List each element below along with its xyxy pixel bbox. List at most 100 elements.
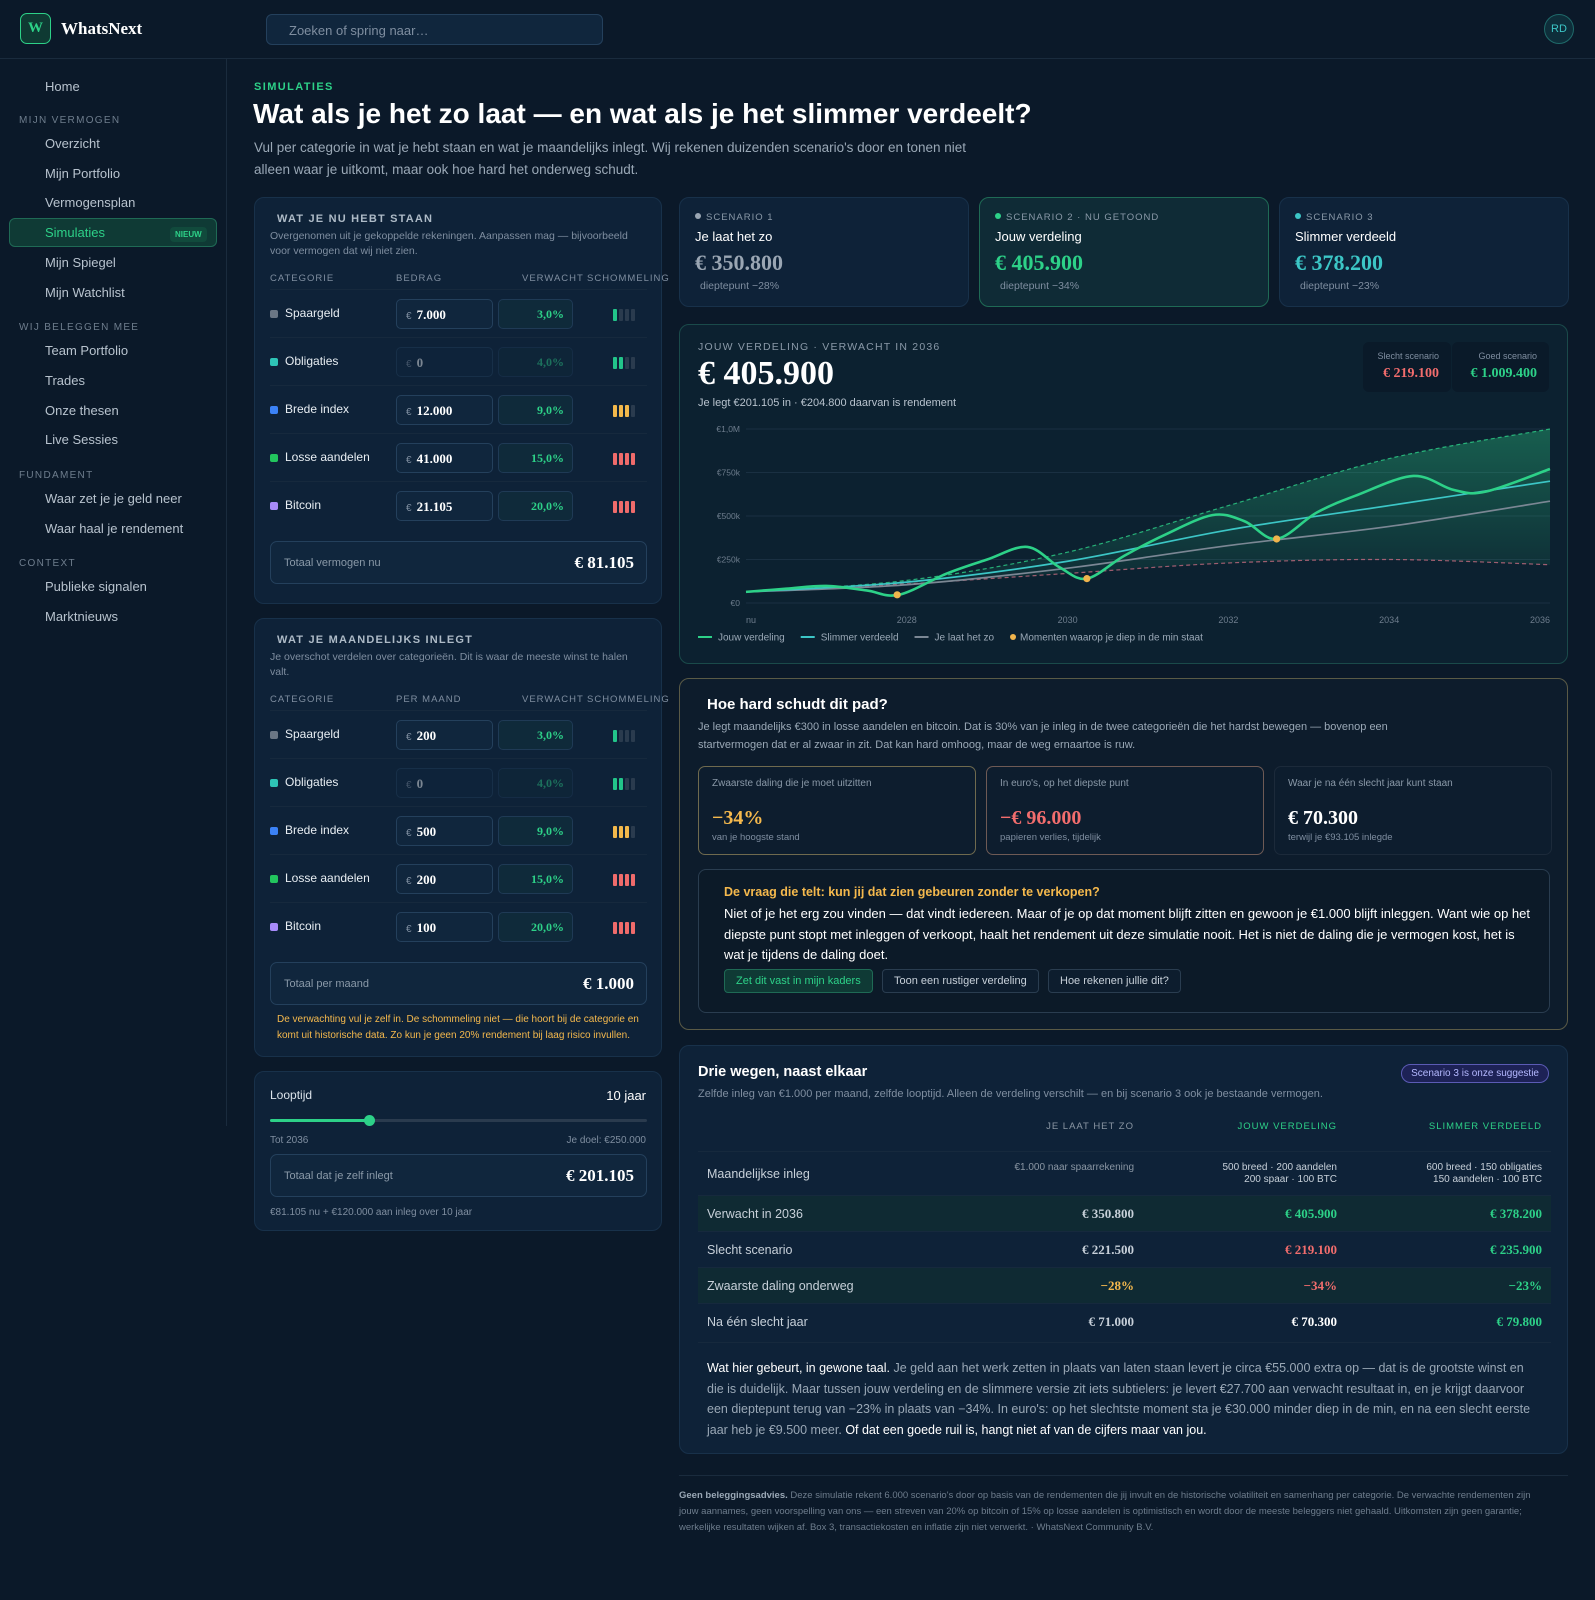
scenario-card[interactable]: SCENARIO 1 Je laat het zo € 350.800 dieptep… bbox=[679, 197, 969, 307]
nav-item[interactable]: Publieke signalen bbox=[45, 579, 147, 595]
nav-item[interactable]: Simulaties bbox=[45, 225, 105, 241]
sidebar: Home MIJN VERMOGEN Overzicht Mijn Portfolio… bbox=[0, 59, 227, 1126]
scenario-label: SCENARIO 3 bbox=[1295, 212, 1374, 223]
expected-input[interactable]: 4,0% bbox=[498, 347, 573, 377]
total-value: € 201.105 bbox=[566, 1166, 634, 1185]
y-tick-label: €0 bbox=[731, 598, 741, 608]
category-row: Brede index €500 9,0% bbox=[270, 806, 647, 854]
amount-input[interactable]: €200 bbox=[396, 864, 493, 894]
nav-item[interactable]: Waar haal je rendement bbox=[45, 520, 184, 536]
risk-bar bbox=[619, 405, 623, 417]
expected-input[interactable]: 9,0% bbox=[498, 816, 573, 846]
expected-input[interactable]: 15,0% bbox=[498, 443, 573, 473]
currency: € bbox=[406, 876, 412, 887]
nav-item[interactable]: Team Portfolio bbox=[45, 343, 129, 359]
slider-thumb[interactable] bbox=[364, 1115, 375, 1126]
action-button[interactable]: Zet dit vast in mijn kaders bbox=[724, 969, 873, 993]
risk-bar bbox=[625, 501, 629, 513]
brand[interactable]: WhatsNext bbox=[61, 19, 143, 38]
search-box[interactable]: Zoeken of spring naar… bbox=[266, 14, 603, 45]
risk-bar bbox=[631, 778, 635, 790]
avatar[interactable]: RD bbox=[1544, 14, 1574, 44]
risk-bar bbox=[619, 778, 623, 790]
amount-input[interactable]: €12.000 bbox=[396, 395, 493, 425]
explanation-body: Je geld aan het werk zetten in plaats va… bbox=[707, 1361, 1531, 1437]
nav-item[interactable]: Mijn Watchlist bbox=[45, 284, 125, 300]
holdings-panel: WAT JE NU HEBT STAAN Overgenomen uit je g… bbox=[254, 197, 669, 604]
scenario-value: € 405.900 bbox=[995, 250, 1083, 275]
nav-item[interactable]: Overzicht bbox=[45, 136, 100, 151]
scenario-card[interactable]: SCENARIO 3 Slimmer verdeeld € 378.200 diept… bbox=[1279, 197, 1569, 307]
stat-label: Waar je na één slecht jaar kunt staan bbox=[1288, 778, 1453, 789]
currency: € bbox=[406, 455, 412, 466]
expected-input[interactable]: 3,0% bbox=[498, 299, 573, 329]
amount-input[interactable]: €200 bbox=[396, 720, 493, 750]
amount-input[interactable]: €41.000 bbox=[396, 443, 493, 473]
amount-input[interactable]: €500 bbox=[396, 816, 493, 846]
nav-item[interactable]: Trades bbox=[45, 372, 85, 388]
risk-bar bbox=[625, 778, 629, 790]
risk-bar bbox=[619, 874, 623, 886]
logo[interactable]: W bbox=[20, 13, 51, 44]
panel-note: De verwachting vul je zelf in. De schomm… bbox=[277, 1014, 639, 1041]
amount: 200 bbox=[416, 872, 437, 887]
expected-input[interactable]: 3,0% bbox=[498, 720, 573, 750]
action-button[interactable]: Toon een rustiger verdeling bbox=[882, 969, 1039, 993]
risk-bar bbox=[631, 730, 635, 742]
table-cell: € 405.900 bbox=[1285, 1206, 1337, 1222]
cell-line: 150 aandelen · 100 BTC bbox=[1433, 1174, 1542, 1185]
currency: € bbox=[406, 503, 412, 514]
total-box: Totaal per maand € 1.000 bbox=[270, 962, 647, 1005]
nav-item[interactable]: Home bbox=[45, 79, 80, 94]
amount: 12.000 bbox=[416, 403, 453, 418]
category-swatch bbox=[270, 454, 278, 462]
row-label: Maandelijkse inleg bbox=[707, 1166, 810, 1181]
amount-input[interactable]: €100 bbox=[396, 912, 493, 942]
risk-bar bbox=[619, 357, 623, 369]
action-button[interactable]: Hoe rekenen jullie dit? bbox=[1048, 969, 1181, 993]
scenario-dot bbox=[995, 213, 1001, 219]
x-tick-label: 2030 bbox=[1058, 615, 1078, 625]
amount-input[interactable]: €0 bbox=[396, 347, 493, 377]
total-box: Totaal dat je zelf inlegt € 201.105 bbox=[270, 1154, 647, 1197]
nav-item[interactable]: Mijn Portfolio bbox=[45, 165, 121, 181]
nav-item[interactable]: Onze thesen bbox=[45, 402, 119, 418]
amount-input[interactable]: €0 bbox=[396, 768, 493, 798]
amount-input[interactable]: €21.105 bbox=[396, 491, 493, 521]
slider-track[interactable] bbox=[270, 1119, 647, 1122]
callout-body: Niet of je het erg zou vinden — dat vind… bbox=[724, 906, 1530, 962]
nav-group-title: FUNDAMENT bbox=[19, 470, 94, 481]
amount: 100 bbox=[416, 920, 437, 935]
risk-bar bbox=[625, 730, 629, 742]
nav-item[interactable]: Live Sessies bbox=[45, 432, 118, 448]
nav-item[interactable]: Waar zet je je geld neer bbox=[45, 491, 182, 506]
category-name: Bitcoin bbox=[285, 919, 322, 933]
nav-item[interactable]: Marktnieuws bbox=[45, 609, 118, 625]
explanation: Wat hier gebeurt, in gewone taal. Je gel… bbox=[707, 1358, 1537, 1440]
scenario-dip: dieptepunt −28% bbox=[700, 280, 780, 292]
expected-input[interactable]: 15,0% bbox=[498, 864, 573, 894]
nav-item[interactable]: Mijn Spiegel bbox=[45, 254, 116, 270]
expected-input[interactable]: 20,0% bbox=[498, 912, 573, 942]
x-tick-label: nu bbox=[746, 615, 756, 625]
category-name: Losse aandelen bbox=[285, 450, 370, 464]
risk-bar bbox=[613, 874, 617, 886]
currency: € bbox=[406, 924, 412, 935]
column-header: PER MAAND bbox=[396, 694, 462, 705]
stat-card: Waar je na één slecht jaar kunt staan € 7… bbox=[1274, 766, 1552, 855]
nav-item[interactable]: Vermogensplan bbox=[45, 195, 136, 211]
cell-line: € 405.900 bbox=[1285, 1206, 1337, 1221]
cell-line: € 219.100 bbox=[1285, 1242, 1337, 1257]
category-row: Obligaties €0 4,0% bbox=[270, 758, 647, 806]
expected-input[interactable]: 20,0% bbox=[498, 491, 573, 521]
expected-input[interactable]: 4,0% bbox=[498, 768, 573, 798]
category-swatch bbox=[270, 779, 278, 787]
scenario-badge: Slecht scenario € 219.100 bbox=[1363, 342, 1451, 392]
amount-input[interactable]: €7.000 bbox=[396, 299, 493, 329]
footer-divider bbox=[679, 1475, 1568, 1476]
category-row: Spaargeld €7.000 3,0% bbox=[270, 289, 647, 337]
amount: 0 bbox=[416, 776, 424, 791]
scenario-card[interactable]: SCENARIO 2 · NU GETOOND Jouw verdeling € 4… bbox=[979, 197, 1269, 307]
expected-input[interactable]: 9,0% bbox=[498, 395, 573, 425]
x-tick-label: 2032 bbox=[1218, 615, 1238, 625]
